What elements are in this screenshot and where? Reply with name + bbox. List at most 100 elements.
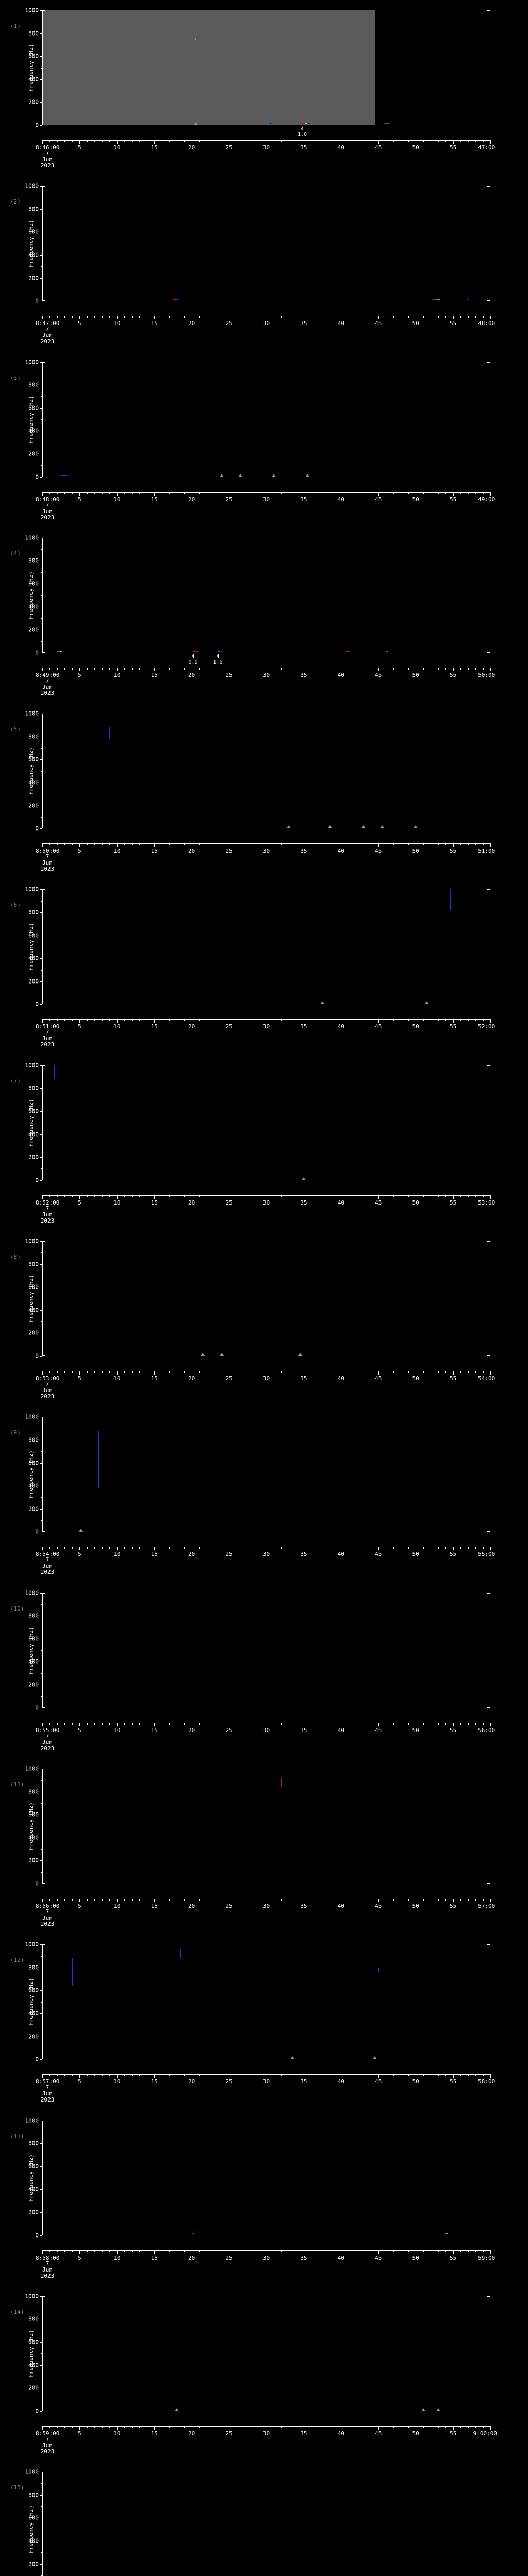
y-tick-minor	[41, 1451, 42, 1452]
y-tick-minor	[41, 2353, 42, 2354]
date-stack-line: 2023	[40, 1217, 55, 1224]
y-tick	[40, 2143, 42, 2144]
panel-number: (2)	[10, 198, 21, 206]
axis-cap-top-left	[42, 1241, 45, 1242]
y-axis-left	[42, 2120, 43, 2235]
x-tick	[87, 316, 88, 318]
x-tick	[184, 492, 185, 494]
x-tick	[490, 1019, 491, 1023]
event-marker	[176, 299, 179, 300]
y-tick-label: 600	[28, 228, 39, 235]
axis-cap-bottom-left	[42, 1355, 45, 1357]
y-tick-label: 400	[28, 955, 39, 962]
date-stack-line: 7	[45, 501, 50, 509]
y-axis-label-text: Frequency (Hz)	[27, 1098, 35, 1147]
panel-number: (12)	[10, 1957, 24, 1964]
x-tick-label: 20	[188, 2078, 195, 2086]
x-tick	[131, 1722, 133, 1725]
event-marker	[220, 650, 223, 652]
x-tick	[169, 1898, 170, 1901]
x-tick	[453, 1371, 454, 1375]
x-tick	[423, 843, 424, 846]
date-stack: 7 Jun 2023	[41, 2084, 55, 2103]
y-tick	[40, 2189, 42, 2190]
x-tick	[199, 316, 200, 318]
x-tick	[453, 140, 454, 144]
y-tick-minor	[41, 641, 42, 642]
y-tick	[40, 2013, 42, 2014]
date-stack-line: 2023	[40, 1569, 55, 1576]
x-tick	[42, 1898, 43, 1902]
x-tick-label: 45	[375, 671, 382, 679]
x-tick	[460, 316, 461, 318]
x-tick	[438, 1195, 439, 1197]
x-tick	[490, 843, 491, 848]
x-tick	[184, 1722, 185, 1725]
x-tick	[490, 1898, 491, 1902]
x-tick	[281, 2074, 282, 2077]
panel-2: Frequency (Hz) (2) 1000 800 600 400 200 0 8:47:0…	[0, 176, 528, 351]
x-tick-label: 15	[151, 320, 158, 327]
x-tick	[94, 1371, 95, 1374]
y-axis-label-text: Frequency (Hz)	[27, 1626, 35, 1674]
x-tick	[475, 316, 476, 318]
x-tick	[64, 1019, 65, 1022]
x-tick-label: 50	[412, 1199, 419, 1206]
y-tick	[40, 2212, 42, 2213]
x-tick	[94, 843, 95, 846]
y-tick-label: 800	[28, 733, 39, 740]
x-tick-label: 30	[262, 1551, 270, 1558]
x-tick	[109, 1898, 110, 1901]
y-tick-label: 0	[35, 297, 39, 304]
event-marker	[302, 123, 305, 124]
x-tick	[378, 1019, 379, 1023]
x-tick	[131, 667, 133, 670]
panel-number: (5)	[10, 726, 21, 733]
x-tick	[453, 1195, 454, 1199]
x-tick-label: 35	[300, 2254, 307, 2261]
axis-cap-top-right	[487, 10, 490, 11]
pick-triangle-marker	[219, 1353, 224, 1357]
x-tick	[117, 1195, 118, 1199]
y-tick-label: 800	[28, 1964, 39, 1971]
panel-number: (9)	[10, 1429, 21, 1436]
x-tick	[57, 1195, 58, 1197]
x-tick	[438, 1722, 439, 1725]
y-tick-label: 800	[28, 2315, 39, 2323]
y-tick-label: 400	[28, 1834, 39, 1841]
y-tick-label: 600	[28, 2163, 39, 2170]
x-tick	[453, 2074, 454, 2078]
plot-area: 1000 800 600 400 200 0	[25, 535, 490, 655]
frequency-trace	[195, 38, 196, 40]
x-tick	[42, 2426, 43, 2430]
x-tick-label: 20	[188, 144, 195, 151]
x-tick-label: 50	[412, 1902, 419, 1909]
date-stack: 7 Jun 2023	[41, 150, 55, 169]
y-tick-label: 200	[28, 450, 39, 457]
x-tick	[169, 2426, 170, 2428]
x-tick-label: 20	[188, 1902, 195, 1909]
x-tick-label: 5	[78, 1375, 81, 1382]
y-tick	[40, 1463, 42, 1464]
x-tick-label: 25	[225, 2254, 233, 2261]
x-tick-label: 40	[337, 144, 344, 151]
y-tick-label: 400	[28, 1482, 39, 1489]
plot-area: 1000 800 600 400 200 0	[25, 359, 490, 480]
y-tick-label: 800	[28, 2140, 39, 2147]
x-tick-label: 10	[113, 1375, 121, 1382]
x-tick-label: 40	[337, 320, 344, 327]
x-tick	[131, 1898, 133, 1901]
x-tick-label: 40	[337, 1023, 344, 1030]
x-tick	[117, 316, 118, 320]
x-tick	[490, 2426, 491, 2430]
y-tick-label: 800	[28, 206, 39, 213]
x-tick-label: 15	[151, 848, 158, 855]
x-tick	[199, 1195, 200, 1197]
x-tick	[124, 316, 125, 318]
x-tick	[131, 316, 133, 318]
x-tick	[154, 316, 155, 320]
axis-cap-top-right	[487, 1592, 490, 1594]
x-tick	[490, 1722, 491, 1726]
x-tick	[438, 1898, 439, 1901]
x-tick-label: 55	[449, 848, 457, 855]
